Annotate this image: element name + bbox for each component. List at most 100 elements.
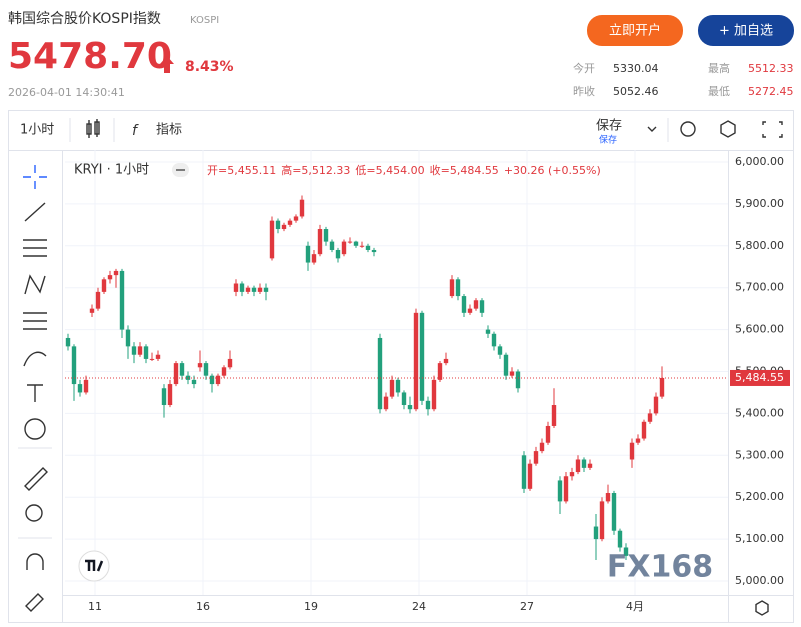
drawing-tools	[23, 165, 48, 612]
candle-body	[353, 241, 359, 246]
y-tick-label: 5,000.00	[735, 574, 784, 587]
candle-body	[113, 270, 119, 276]
lock-tool[interactable]	[25, 593, 44, 612]
candle-body	[449, 279, 455, 297]
crosshair-tool[interactable]	[23, 165, 47, 189]
open-account-button[interactable]	[587, 15, 683, 46]
candle-body	[329, 241, 335, 250]
candle-body	[425, 400, 431, 410]
y-tick-label: 5,400.00	[735, 406, 784, 419]
ohlc-legend: 收=5,484.55	[430, 163, 499, 177]
brush-tool[interactable]	[23, 351, 47, 367]
save[interactable]: 保存	[596, 119, 622, 134]
tv-logo-mark	[85, 559, 104, 572]
ohlc-legend: 低=5,454.00	[355, 164, 424, 177]
magnet-tool[interactable]	[26, 553, 44, 570]
watermark: FX168	[607, 550, 713, 585]
dropdown[interactable]	[647, 126, 657, 132]
candle-body	[323, 229, 329, 242]
candle-icon[interactable]	[86, 119, 100, 138]
emoji-tool[interactable]	[24, 418, 46, 440]
save-sub: 保存	[599, 134, 617, 146]
candle-body	[383, 396, 389, 410]
candle-body	[251, 287, 257, 292]
candle-body	[125, 329, 131, 347]
candle-body	[107, 275, 113, 280]
stat-label: 最高	[708, 61, 730, 75]
candle-body	[401, 392, 407, 406]
plot	[65, 150, 728, 595]
stat-label: 最低	[708, 85, 730, 98]
fib-tool[interactable]	[23, 239, 47, 257]
ohlc-legend: +30.26 (+0.55%)	[504, 164, 601, 177]
y-tick-label: 5,800.00	[735, 239, 784, 252]
title: 韩国综合股价KOSPI指数	[8, 11, 161, 27]
x-tick-label: 24	[412, 600, 426, 613]
ohlc-legend: 高=5,512.33	[281, 163, 350, 177]
candle-body	[521, 455, 527, 489]
candle-body	[491, 333, 497, 347]
candle-body	[161, 388, 167, 406]
button-label[interactable]: + 加自选	[719, 24, 773, 39]
text-tool[interactable]	[27, 384, 43, 402]
candle-body	[203, 363, 209, 376]
gann-tool[interactable]	[23, 312, 47, 330]
ruler-tool[interactable]	[24, 467, 48, 491]
line-tool[interactable]	[24, 202, 46, 222]
candle-body	[539, 442, 545, 452]
candle-body	[443, 358, 449, 364]
y-tick-label: 5,300.00	[735, 448, 784, 461]
candle-body	[647, 413, 653, 422]
candle-body	[197, 363, 203, 368]
indicators[interactable]: 指标	[156, 123, 182, 138]
interval[interactable]: 1小时	[20, 123, 54, 138]
fullscreen-icon[interactable]	[762, 121, 783, 138]
candle-body	[473, 300, 479, 309]
candle-body	[545, 425, 551, 443]
candle-body	[641, 421, 647, 439]
candle-body	[227, 358, 233, 368]
fx-icon[interactable]: f	[132, 123, 139, 139]
candle-body	[215, 375, 221, 385]
candle-body	[83, 379, 89, 393]
pattern-tool[interactable]	[24, 274, 46, 295]
candle-body	[239, 283, 245, 292]
candle-body	[221, 367, 227, 376]
zoom-tool[interactable]	[25, 504, 43, 522]
candle-body	[233, 283, 239, 292]
y-tick-label: 5,700.00	[735, 281, 784, 294]
button-label[interactable]: 立即开户	[609, 23, 661, 39]
candle-body	[371, 249, 377, 253]
stat-value: 5512.33	[748, 62, 794, 75]
candle-body	[617, 530, 623, 548]
candle-body	[299, 199, 305, 217]
candle-body	[155, 354, 161, 359]
candle-body	[377, 337, 383, 410]
candle-body	[287, 220, 293, 225]
candle-body	[341, 241, 347, 255]
x-tick-label: 27	[520, 600, 534, 613]
candle-body	[659, 377, 665, 397]
candle-body	[143, 346, 149, 359]
watchlist-button[interactable]	[698, 15, 794, 46]
candle-body	[455, 279, 461, 297]
candle-body	[275, 220, 281, 230]
candle-body	[335, 249, 341, 259]
candle-body	[515, 371, 521, 389]
candle-body	[599, 501, 605, 540]
candle-body	[407, 405, 413, 410]
candle-body	[347, 241, 353, 243]
candle-body	[479, 300, 485, 313]
alert-icon[interactable]	[680, 121, 696, 137]
candle-body	[467, 308, 473, 313]
up-arrow	[160, 56, 174, 73]
settings-icon[interactable]	[720, 120, 736, 138]
candle-body	[293, 216, 299, 221]
axis-settings[interactable]	[755, 600, 769, 616]
candle-body	[623, 547, 629, 556]
candle-body	[95, 291, 101, 309]
timestamp: 2026-04-01 14:30:41	[8, 86, 125, 99]
candle-body	[503, 354, 509, 376]
candle-body	[179, 363, 185, 376]
candle-body	[575, 459, 581, 473]
